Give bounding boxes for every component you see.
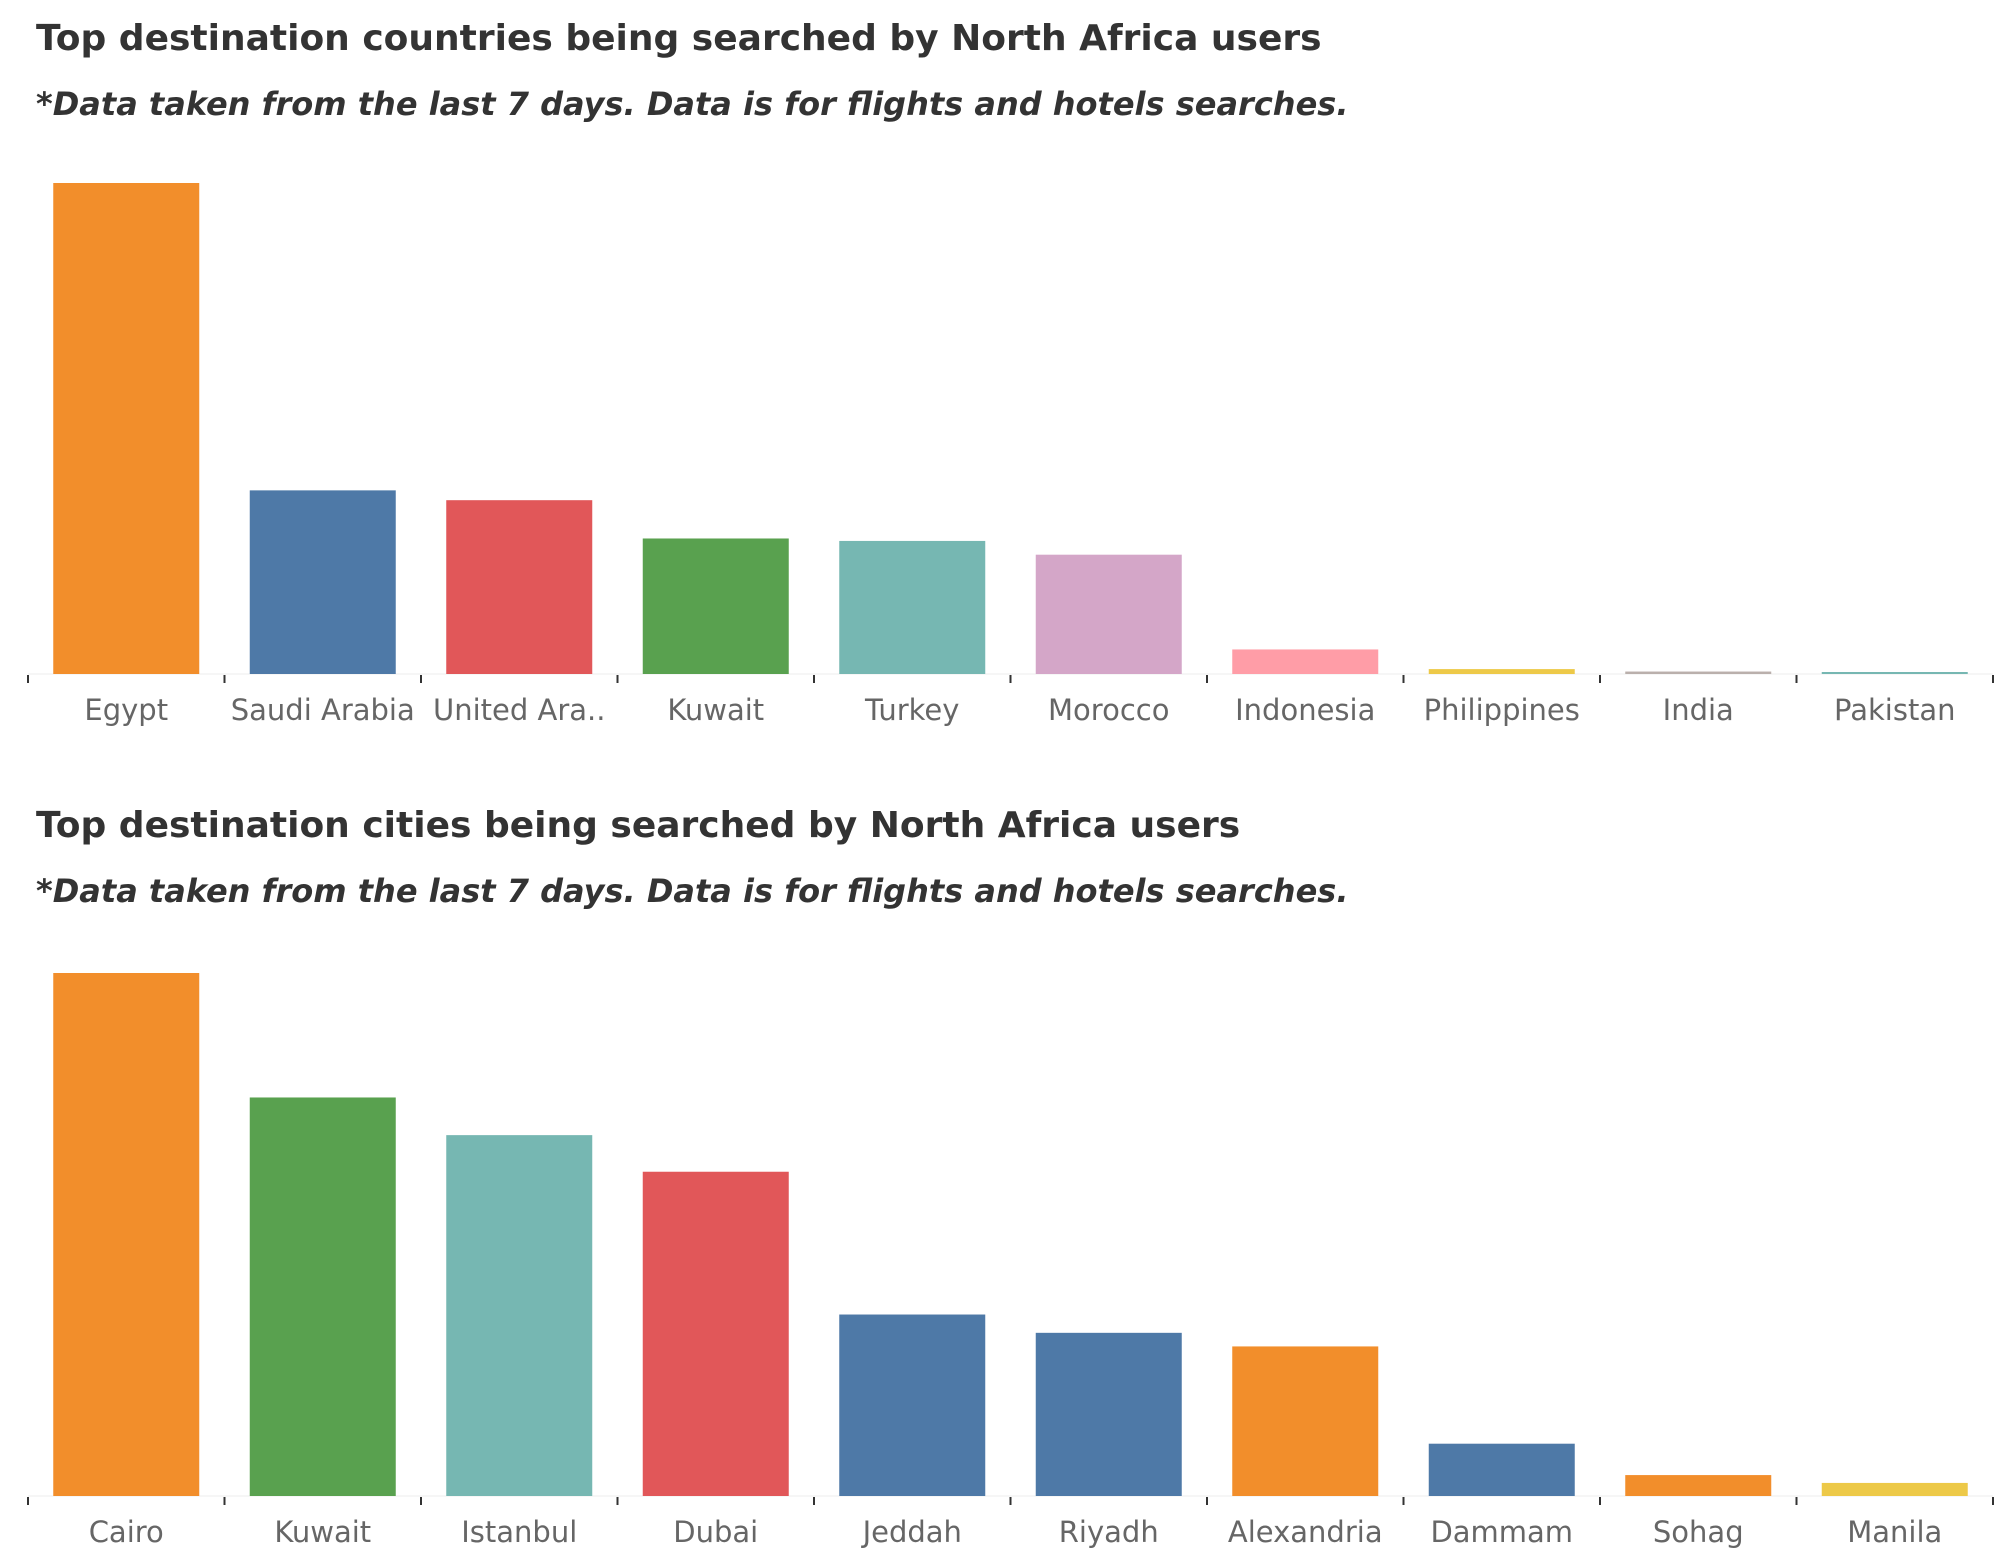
city-bar-riyadh[interactable] <box>1035 1332 1182 1496</box>
city-tick-label-kuwait: Kuwait <box>274 1515 371 1549</box>
country-tick-label-turkey: Turkey <box>864 693 959 727</box>
city-tick-label-manila: Manila <box>1847 1515 1942 1549</box>
country-tick-label-saudi-arabia: Saudi Arabia <box>231 693 415 727</box>
city-tick-label-dubai: Dubai <box>673 1515 758 1549</box>
city-tick-label-alexandria: Alexandria <box>1228 1515 1383 1549</box>
country-tick-label-indonesia: Indonesia <box>1235 693 1375 727</box>
city-bar-manila[interactable] <box>1821 1482 1968 1496</box>
countries-panel: Top destination countries being searched… <box>27 18 1994 727</box>
country-bar-egypt[interactable] <box>53 183 200 674</box>
country-tick-label-egypt: Egypt <box>84 693 168 727</box>
countries-chart-title: Top destination countries being searched… <box>36 18 1322 59</box>
country-tick-label-pakistan: Pakistan <box>1834 693 1955 727</box>
country-tick-label-morocco: Morocco <box>1048 693 1169 727</box>
city-tick-label-istanbul: Istanbul <box>461 1515 577 1549</box>
countries-bar-chart: Egypt Saudi Arabia United Ara.. Kuwait Turke… <box>27 183 1994 727</box>
city-bar-kuwait[interactable] <box>249 1097 396 1496</box>
country-bar-indonesia[interactable] <box>1232 649 1379 674</box>
city-tick-label-dammam: Dammam <box>1430 1515 1573 1549</box>
countries-chart-subtitle: *Data taken from the last 7 days. Data i… <box>36 85 1349 123</box>
city-bar-sohag[interactable] <box>1625 1475 1772 1496</box>
city-bar-alexandria[interactable] <box>1232 1346 1379 1496</box>
country-bar-united-ara[interactable] <box>446 500 593 674</box>
country-bar-pakistan[interactable] <box>1821 672 1968 674</box>
city-bar-jeddah[interactable] <box>839 1314 986 1496</box>
country-bar-morocco[interactable] <box>1035 554 1182 674</box>
city-tick-label-riyadh: Riyadh <box>1059 1515 1159 1549</box>
city-bar-istanbul[interactable] <box>446 1135 593 1496</box>
city-tick-label-cairo: Cairo <box>89 1515 164 1549</box>
country-bar-saudi-arabia[interactable] <box>249 490 396 674</box>
cities-chart-subtitle: *Data taken from the last 7 days. Data i… <box>36 872 1349 910</box>
city-tick-label-sohag: Sohag <box>1653 1515 1744 1549</box>
city-tick-label-jeddah: Jeddah <box>861 1515 962 1549</box>
country-tick-label-philippines: Philippines <box>1424 693 1580 727</box>
country-bar-india[interactable] <box>1625 671 1772 674</box>
cities-panel: Top destination cities being searched by… <box>0 780 2004 1556</box>
country-tick-label-united-ara: United Ara.. <box>433 693 605 727</box>
cities-bar-chart: Cairo Kuwait Istanbul Dubai Jeddah Riyadh Alex… <box>27 973 1994 1549</box>
country-tick-label-india: India <box>1663 693 1734 727</box>
city-bar-dubai[interactable] <box>642 1171 789 1496</box>
country-bar-turkey[interactable] <box>839 540 986 674</box>
country-tick-label-kuwait: Kuwait <box>667 693 764 727</box>
city-bar-dammam[interactable] <box>1428 1443 1575 1496</box>
country-bar-philippines[interactable] <box>1428 669 1575 674</box>
city-bar-cairo[interactable] <box>53 973 200 1496</box>
country-bar-kuwait[interactable] <box>642 538 789 674</box>
cities-chart-title: Top destination cities being searched by… <box>36 805 1241 846</box>
